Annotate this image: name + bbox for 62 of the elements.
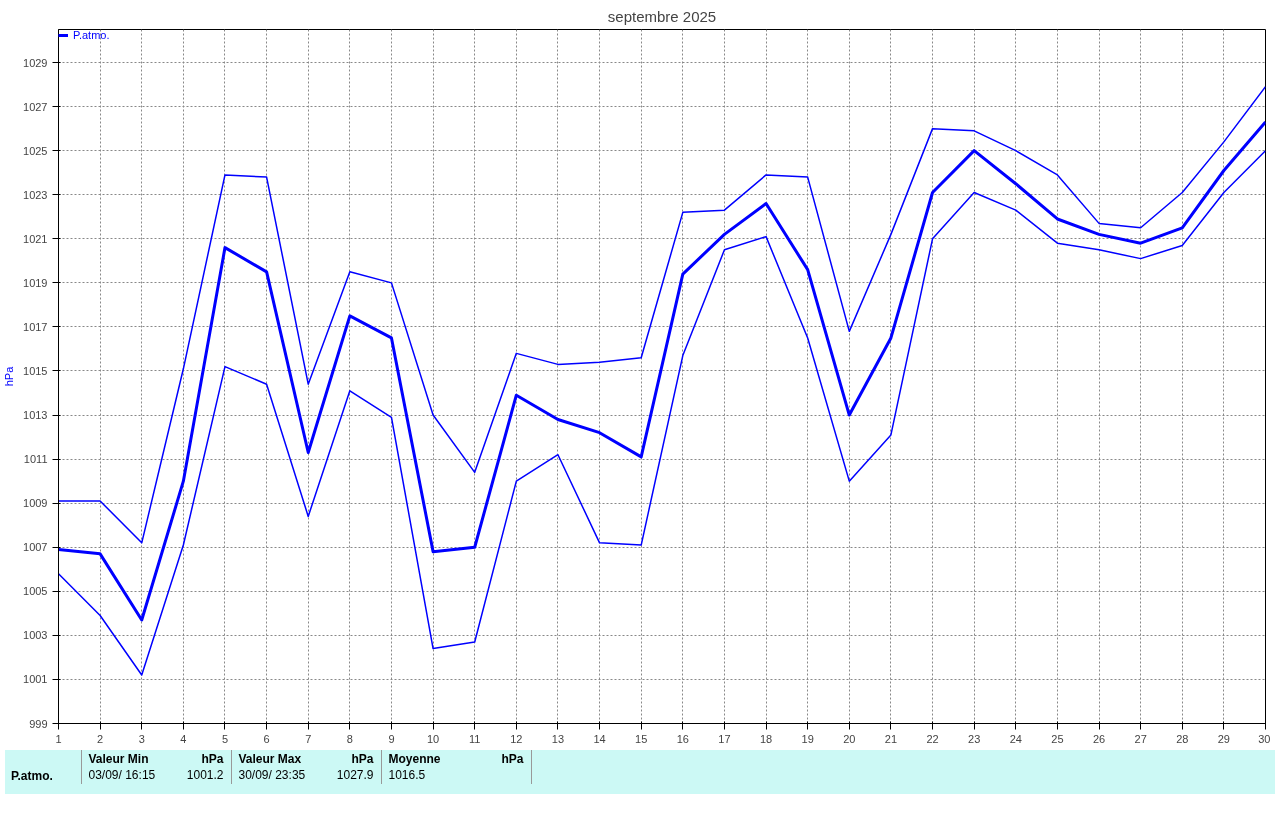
x-tick-label: 3 bbox=[138, 732, 145, 745]
y-tick-label: 1021 bbox=[23, 232, 48, 245]
x-tick-label: 14 bbox=[593, 732, 606, 745]
y-tick-label: 1013 bbox=[23, 409, 48, 422]
chart-title: septembre 2025 bbox=[607, 7, 717, 25]
line-series bbox=[58, 86, 1266, 544]
x-tick-label: 13 bbox=[551, 732, 565, 745]
x-tick-label: 20 bbox=[843, 732, 856, 745]
x-tick-label: 27 bbox=[1134, 732, 1147, 745]
y-tick-label: 1005 bbox=[23, 585, 48, 598]
x-tick-label: 26 bbox=[1092, 732, 1106, 745]
y-tick-label: 1023 bbox=[23, 188, 48, 201]
text: 1016.5 bbox=[387, 767, 427, 783]
y-tick-label: 1003 bbox=[23, 629, 48, 642]
x-tick-label: 15 bbox=[635, 732, 648, 745]
x-tick-label: 22 bbox=[926, 732, 939, 745]
y-tick-label: 1001 bbox=[23, 673, 48, 686]
text: hPa bbox=[501, 752, 524, 766]
y-tick-label: 1009 bbox=[23, 497, 48, 510]
text: 1027.9 bbox=[335, 767, 375, 783]
x-tick-label: 9 bbox=[388, 732, 395, 745]
x-tick-label: 28 bbox=[1176, 732, 1189, 745]
x-tick-label: 7 bbox=[305, 732, 312, 745]
x-tick-label: 12 bbox=[510, 732, 523, 745]
y-tick-label: 1025 bbox=[23, 144, 48, 157]
x-tick-label: 6 bbox=[263, 732, 270, 745]
y-tick-label: 1029 bbox=[23, 56, 48, 69]
x-tick-label: 2 bbox=[97, 732, 104, 745]
y-tick-label: 1019 bbox=[23, 276, 48, 289]
y-axis-title: hPa bbox=[3, 365, 16, 387]
text: Moyenne bbox=[388, 752, 441, 766]
x-tick-label: 30 bbox=[1258, 732, 1271, 745]
text: 1001.2 bbox=[185, 767, 225, 783]
y-tick-label: 1027 bbox=[23, 100, 48, 113]
x-tick-label: 18 bbox=[759, 732, 773, 745]
x-tick-label: 21 bbox=[884, 732, 898, 745]
x-tick-label: 11 bbox=[469, 732, 481, 745]
x-tick-label: 4 bbox=[180, 732, 187, 745]
text: Valeur Min bbox=[88, 752, 149, 766]
text: P.atmo. bbox=[11, 769, 53, 783]
text: hPa bbox=[351, 752, 374, 766]
text: hPa bbox=[201, 752, 224, 766]
x-tick-label: 25 bbox=[1051, 732, 1064, 745]
y-tick-label: 1011 bbox=[23, 453, 48, 466]
y-tick-label: 999 bbox=[29, 717, 48, 730]
x-tick-label: 24 bbox=[1009, 732, 1022, 745]
x-tick-label: 16 bbox=[676, 732, 689, 745]
x-tick-label: 17 bbox=[718, 732, 731, 745]
y-tick-label: 1007 bbox=[23, 541, 48, 554]
x-tick-label: 19 bbox=[801, 732, 814, 745]
x-tick-label: 8 bbox=[346, 732, 353, 745]
text: P.atmo. bbox=[73, 29, 110, 41]
x-tick-label: 10 bbox=[426, 732, 440, 745]
text: Valeur Max bbox=[238, 752, 302, 766]
x-tick-label: 1 bbox=[55, 732, 62, 745]
text: 03/09/ 16:15 bbox=[87, 767, 157, 783]
y-tick-label: 1015 bbox=[23, 364, 48, 377]
text: 30/09/ 23:35 bbox=[237, 767, 307, 783]
x-tick-label: 29 bbox=[1217, 732, 1231, 745]
x-tick-label: 23 bbox=[968, 732, 981, 745]
x-tick-label: 5 bbox=[221, 732, 229, 745]
y-tick-label: 1017 bbox=[23, 320, 48, 333]
